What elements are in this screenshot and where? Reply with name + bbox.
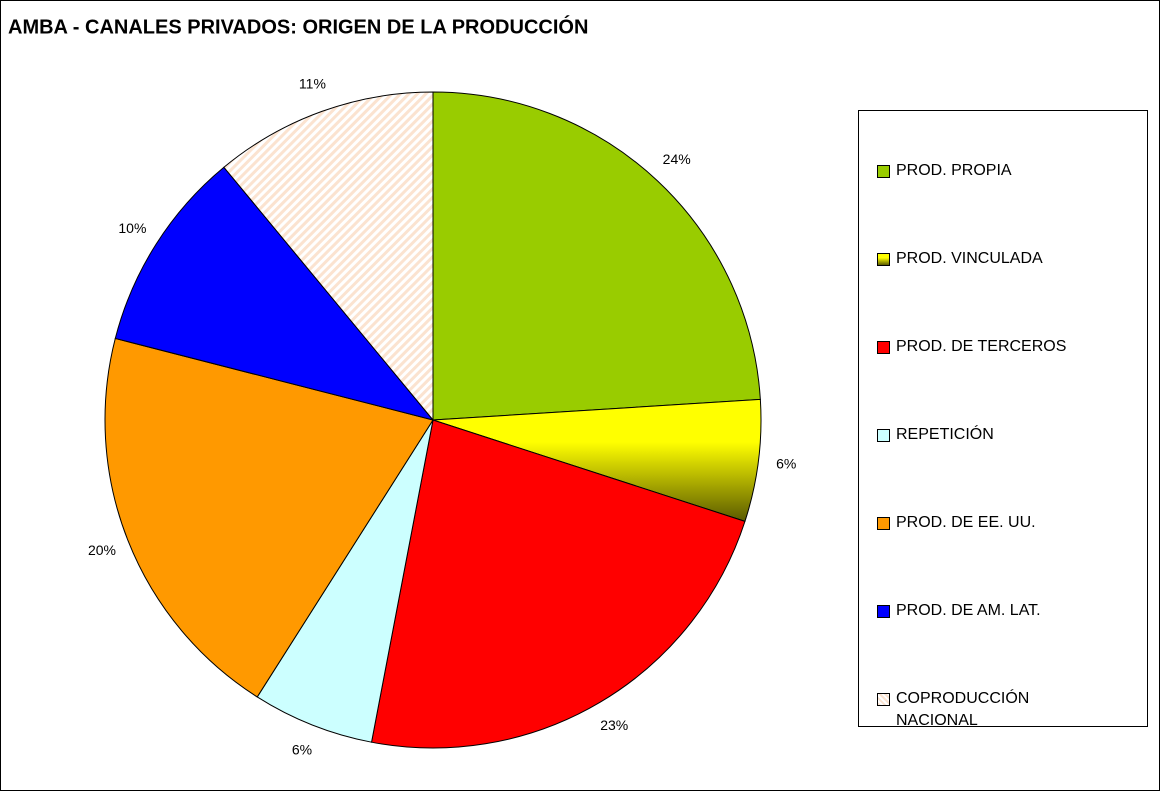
legend-swatch — [877, 253, 890, 266]
legend-swatch — [877, 165, 890, 178]
data-label: 24% — [663, 151, 691, 167]
pie-slice — [256, 419, 434, 743]
pie-slice — [104, 337, 434, 698]
data-label: 11% — [299, 76, 326, 92]
data-label: 6% — [776, 455, 796, 471]
legend-label: COPRODUCCIÓN NACIONAL — [896, 690, 1030, 729]
legend-item: REPETICIÓN — [877, 424, 1096, 446]
data-label: 20% — [88, 542, 116, 558]
legend-swatch — [877, 605, 890, 618]
legend: PROD. PROPIA PROD. VINCULADA PROD. DE TERC… — [858, 110, 1148, 729]
legend-swatch — [877, 341, 890, 354]
data-label: 6% — [292, 742, 312, 758]
chart-title: AMBA - CANALES PRIVADOS: ORIGEN DE LA PR… — [8, 14, 588, 38]
legend-item: COPRODUCCIÓN NACIONAL — [877, 688, 1096, 732]
legend-item: PROD. VINCULADA — [877, 248, 1096, 270]
legend-swatch — [877, 517, 890, 530]
legend-item: PROD. DE AM. LAT. — [877, 600, 1096, 622]
legend-swatch — [877, 429, 890, 442]
pie-slice — [223, 91, 434, 422]
legend-label: PROD. DE EE. UU. — [896, 514, 1036, 531]
legend-item: PROD. DE TERCEROS — [877, 336, 1096, 358]
legend-item: PROD. PROPIA — [877, 160, 1096, 182]
legend-label: PROD. VINCULADA — [896, 250, 1043, 267]
legend-label: REPETICIÓN — [896, 426, 994, 443]
pie-slice — [432, 398, 762, 522]
legend-label: PROD. DE TERCEROS — [896, 338, 1067, 355]
pie-slice — [432, 91, 761, 421]
legend-label: PROD. DE AM. LAT. — [896, 602, 1041, 619]
pie-slice — [370, 419, 746, 749]
legend-item: PROD. DE EE. UU. — [877, 512, 1096, 534]
pie: 24% 6% 23% 6% 20% 10% 11% — [88, 76, 796, 758]
data-label: 10% — [118, 220, 146, 236]
pie-slice — [114, 166, 435, 421]
data-label: 23% — [600, 717, 628, 733]
legend-label: PROD. PROPIA — [896, 162, 1012, 179]
legend-swatch — [877, 693, 890, 706]
